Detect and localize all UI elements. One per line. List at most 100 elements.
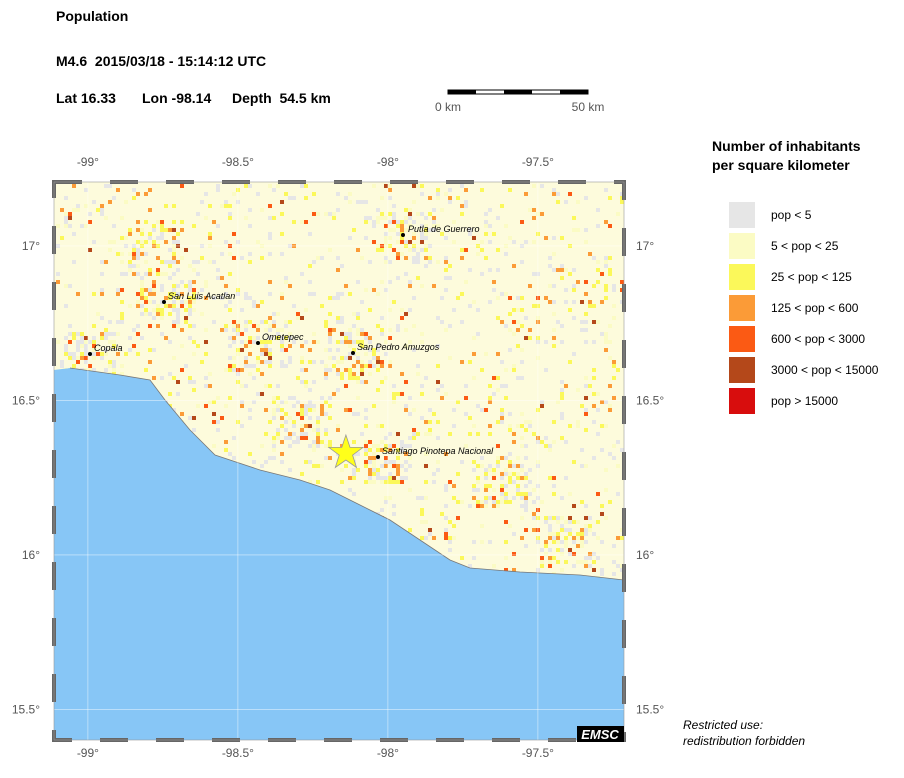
population-cell bbox=[148, 208, 152, 212]
population-cell bbox=[592, 532, 596, 536]
population-cell bbox=[420, 332, 424, 336]
population-cell bbox=[424, 228, 428, 232]
population-cell bbox=[508, 472, 512, 476]
population-cell bbox=[328, 296, 332, 300]
population-cell bbox=[284, 436, 288, 440]
population-cell bbox=[500, 456, 504, 460]
population-cell bbox=[132, 256, 136, 260]
legend-label: 25 < pop < 125 bbox=[771, 270, 852, 284]
population-cell bbox=[164, 228, 168, 232]
population-cell bbox=[92, 344, 96, 348]
population-cell bbox=[228, 216, 232, 220]
population-cell bbox=[248, 372, 252, 376]
population-cell bbox=[172, 204, 176, 208]
population-cell bbox=[380, 480, 384, 484]
population-cell bbox=[472, 300, 476, 304]
population-cell bbox=[392, 400, 396, 404]
population-cell bbox=[232, 456, 236, 460]
population-cell bbox=[348, 344, 352, 348]
population-cell bbox=[324, 368, 328, 372]
population-cell bbox=[96, 312, 100, 316]
population-cell bbox=[400, 464, 404, 468]
population-cell bbox=[300, 316, 304, 320]
population-cell bbox=[284, 324, 288, 328]
population-cell bbox=[580, 448, 584, 452]
population-cell bbox=[412, 260, 416, 264]
population-cell bbox=[556, 520, 560, 524]
population-cell bbox=[356, 340, 360, 344]
population-cell bbox=[568, 532, 572, 536]
population-cell bbox=[420, 512, 424, 516]
population-cell bbox=[360, 372, 364, 376]
population-cell bbox=[160, 288, 164, 292]
population-cell bbox=[496, 316, 500, 320]
population-cell bbox=[572, 520, 576, 524]
population-cell bbox=[528, 336, 532, 340]
population-cell bbox=[396, 276, 400, 280]
population-cell bbox=[244, 320, 248, 324]
population-cell bbox=[320, 408, 324, 412]
population-cell bbox=[360, 200, 364, 204]
population-cell bbox=[276, 404, 280, 408]
population-cell bbox=[368, 348, 372, 352]
population-cell bbox=[428, 256, 432, 260]
population-cell bbox=[484, 220, 488, 224]
population-cell bbox=[408, 308, 412, 312]
population-cell bbox=[272, 456, 276, 460]
population-cell bbox=[168, 296, 172, 300]
population-cell bbox=[384, 480, 388, 484]
population-cell bbox=[68, 324, 72, 328]
population-cell bbox=[324, 372, 328, 376]
population-cell bbox=[276, 436, 280, 440]
population-cell bbox=[420, 508, 424, 512]
population-cell bbox=[348, 368, 352, 372]
population-cell bbox=[160, 376, 164, 380]
population-cell bbox=[180, 220, 184, 224]
population-cell bbox=[372, 220, 376, 224]
population-cell bbox=[568, 308, 572, 312]
population-cell bbox=[324, 320, 328, 324]
population-cell bbox=[448, 540, 452, 544]
population-cell bbox=[308, 480, 312, 484]
population-cell bbox=[488, 208, 492, 212]
population-cell bbox=[304, 460, 308, 464]
population-cell bbox=[284, 400, 288, 404]
population-cell bbox=[380, 380, 384, 384]
population-cell bbox=[520, 536, 524, 540]
population-cell bbox=[232, 256, 236, 260]
population-cell bbox=[508, 476, 512, 480]
population-cell bbox=[208, 384, 212, 388]
population-cell bbox=[552, 516, 556, 520]
population-cell bbox=[420, 248, 424, 252]
population-cell bbox=[464, 396, 468, 400]
population-cell bbox=[204, 192, 208, 196]
population-cell bbox=[124, 236, 128, 240]
population-cell bbox=[512, 464, 516, 468]
population-cell bbox=[168, 260, 172, 264]
population-cell bbox=[608, 340, 612, 344]
population-cell bbox=[172, 220, 176, 224]
population-cell bbox=[104, 348, 108, 352]
population-cell bbox=[468, 564, 472, 568]
population-cell bbox=[92, 368, 96, 372]
population-cell bbox=[388, 476, 392, 480]
population-cell bbox=[244, 328, 248, 332]
population-cell bbox=[512, 472, 516, 476]
population-cell bbox=[304, 368, 308, 372]
population-cell bbox=[156, 324, 160, 328]
population-cell bbox=[152, 288, 156, 292]
population-cell bbox=[488, 464, 492, 468]
population-cell bbox=[228, 396, 232, 400]
population-cell bbox=[516, 472, 520, 476]
population-cell bbox=[248, 224, 252, 228]
population-cell bbox=[576, 228, 580, 232]
population-cell bbox=[220, 296, 224, 300]
population-cell bbox=[88, 212, 92, 216]
population-cell bbox=[412, 248, 416, 252]
population-cell bbox=[616, 212, 620, 216]
population-cell bbox=[260, 372, 264, 376]
population-cell bbox=[404, 380, 408, 384]
population-cell bbox=[480, 464, 484, 468]
population-cell bbox=[308, 408, 312, 412]
population-cell bbox=[352, 476, 356, 480]
